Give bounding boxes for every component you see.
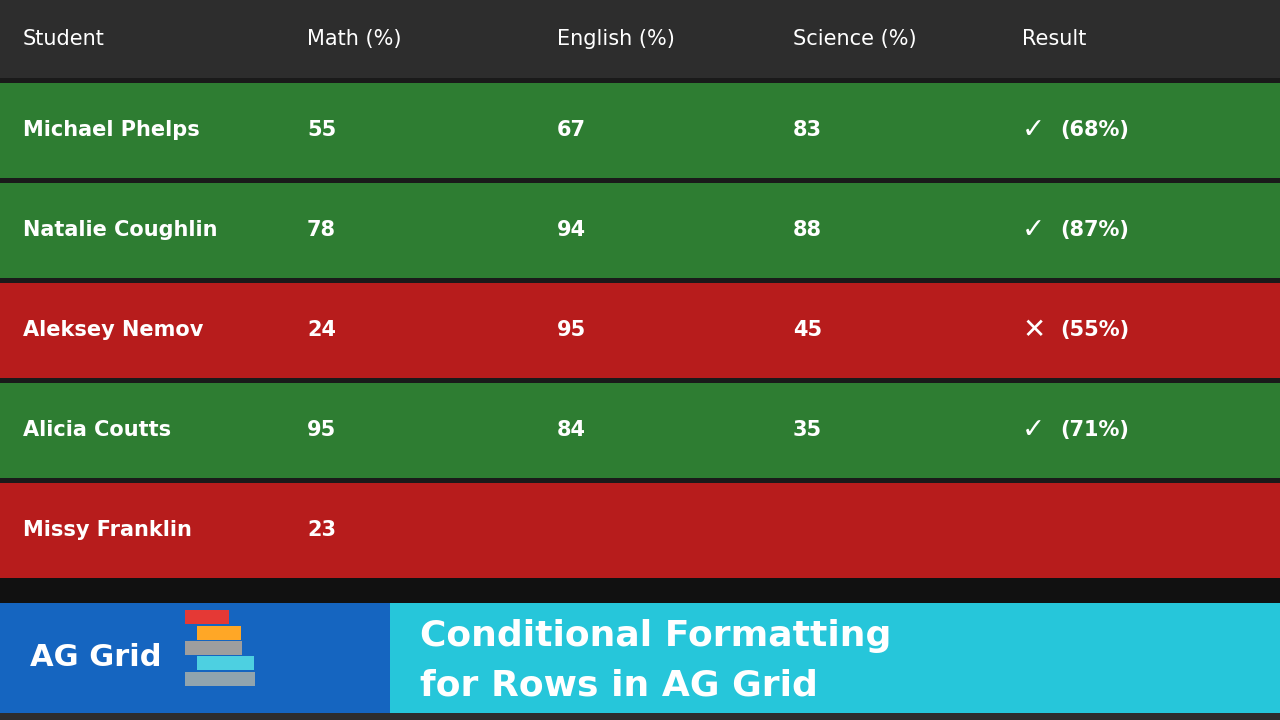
Text: 83: 83 [794,120,822,140]
Text: Aleksey Nemov: Aleksey Nemov [23,320,204,340]
Text: ✕: ✕ [1021,316,1046,344]
Text: Science (%): Science (%) [794,29,916,49]
Bar [186,672,255,686]
Text: 94: 94 [557,220,586,240]
Text: Natalie Coughlin: Natalie Coughlin [23,220,218,240]
Text: 23: 23 [307,520,335,540]
Bar [0,378,1280,383]
Bar [0,483,1280,578]
Bar [0,383,1280,478]
Text: 78: 78 [307,220,335,240]
Text: ✓: ✓ [1021,216,1046,244]
Text: (55%): (55%) [1060,320,1129,340]
Bar [390,603,1280,713]
Text: 84: 84 [557,420,586,440]
Bar [186,610,229,624]
Text: 95: 95 [307,420,337,440]
Bar [0,83,1280,178]
Text: 88: 88 [794,220,822,240]
Text: ✓: ✓ [1021,416,1046,444]
Text: AG Grid: AG Grid [29,644,161,672]
Text: 55: 55 [307,120,337,140]
Text: 24: 24 [307,320,335,340]
Bar [0,578,1280,603]
Text: (71%): (71%) [1060,420,1129,440]
Text: 35: 35 [794,420,822,440]
Text: English (%): English (%) [557,29,675,49]
Bar [0,478,1280,483]
Bar [0,78,1280,83]
Text: Student: Student [23,29,105,49]
Text: (68%): (68%) [1060,120,1129,140]
Bar [0,0,1280,78]
Text: 95: 95 [557,320,586,340]
Text: Alicia Coutts: Alicia Coutts [23,420,172,440]
Bar [0,283,1280,378]
Text: Math (%): Math (%) [307,29,402,49]
Text: (87%): (87%) [1060,220,1129,240]
Bar [0,183,1280,278]
Bar [0,603,390,713]
Text: Result: Result [1021,29,1087,49]
Bar [0,178,1280,183]
Bar [197,626,241,640]
Bar [197,656,253,670]
Text: 45: 45 [794,320,822,340]
Text: Michael Phelps: Michael Phelps [23,120,200,140]
Bar [186,641,242,655]
Text: ✓: ✓ [1021,116,1046,144]
Text: for Rows in AG Grid: for Rows in AG Grid [420,669,818,703]
Text: 67: 67 [557,120,586,140]
Text: Conditional Formatting: Conditional Formatting [420,619,891,653]
Bar [0,278,1280,283]
Text: Missy Franklin: Missy Franklin [23,520,192,540]
